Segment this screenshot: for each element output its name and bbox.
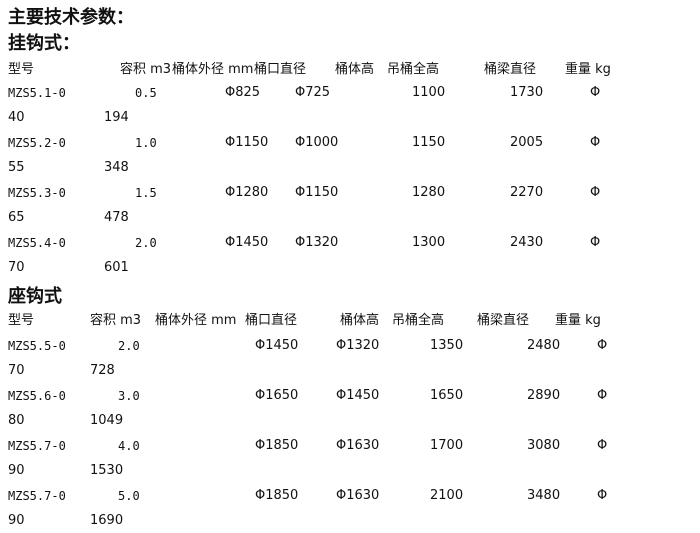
column-header: 桶梁直径 [484,62,537,77]
table-cell: Φ1850 [255,488,299,503]
table-cell: MZS5.6-0 [8,389,66,403]
column-header: 容积 m3 [90,313,142,328]
table-cell: Φ1650 [255,388,299,403]
table-cell: 601 [104,260,129,275]
column-header: 桶梁直径 [477,313,530,328]
table-cell: MZS5.5-0 [8,339,66,353]
table-cell: Φ [597,488,608,503]
table-cell: 1350 [430,338,464,353]
table-cell: 2100 [430,488,464,503]
table-cell: MZS5.1-0 [8,86,66,100]
table-cell: 80 [8,413,25,428]
table-cell: 90 [8,513,25,528]
table-cell: 0.5 [135,86,157,100]
table-cell: 70 [8,260,25,275]
column-header: 重量 kg [565,62,611,77]
table-cell: 5.0 [118,489,140,503]
table-cell: 1730 [510,85,544,100]
column-header: 型号 [8,62,35,77]
table-cell: 90 [8,463,25,478]
section-title: 座钩式 [8,286,62,307]
table-cell: 2430 [510,235,544,250]
table-cell: Φ [590,85,601,100]
table-cell: Φ1320 [295,235,339,250]
table-cell: Φ [590,135,601,150]
table-cell: MZS5.2-0 [8,136,66,150]
table-cell: Φ1000 [295,135,339,150]
table-cell: 2480 [527,338,561,353]
table-cell: Φ1320 [336,338,380,353]
table-cell: 4.0 [118,439,140,453]
table-cell: 2005 [510,135,544,150]
table-cell: 2.0 [118,339,140,353]
column-header: 桶体高 [340,313,380,328]
column-header: 桶体外径 mm [155,313,237,328]
column-header: 桶口直径 [254,62,307,77]
table-cell: 1280 [412,185,446,200]
table-cell: Φ1150 [295,185,339,200]
table-cell: Φ1630 [336,438,380,453]
table-cell: 65 [8,210,25,225]
table-cell: 1530 [90,463,124,478]
table-cell: 194 [104,110,129,125]
table-cell: 70 [8,363,25,378]
column-header: 桶口直径 [245,313,298,328]
table-cell: 1650 [430,388,464,403]
table-cell: 1150 [412,135,446,150]
table-cell: Φ [597,388,608,403]
table-cell: 3.0 [118,389,140,403]
table-cell: 2890 [527,388,561,403]
table-cell: Φ1150 [225,135,269,150]
table-cell: 2270 [510,185,544,200]
table-cell: 55 [8,160,25,175]
table-cell: Φ1450 [255,338,299,353]
table-cell: 478 [104,210,129,225]
table-cell: 728 [90,363,115,378]
table-cell: Φ1450 [336,388,380,403]
table-cell: Φ [597,438,608,453]
section-title: 挂钩式： [8,33,80,54]
table-cell: 1.5 [135,186,157,200]
table-cell: Φ1280 [225,185,269,200]
table-cell: 1300 [412,235,446,250]
table-cell: Φ1450 [225,235,269,250]
table-cell: 3080 [527,438,561,453]
table-cell: 348 [104,160,129,175]
column-header: 吊桶全高 [387,62,440,77]
table-cell: MZS5.4-0 [8,236,66,250]
table-cell: Φ1630 [336,488,380,503]
table-cell: Φ [590,235,601,250]
table-cell: 1.0 [135,136,157,150]
table-cell: Φ1850 [255,438,299,453]
table-cell: Φ725 [295,85,331,100]
column-header: 桶体高 [335,62,375,77]
table-cell: Φ [597,338,608,353]
column-header: 重量 kg [555,313,601,328]
column-header: 桶体外径 mm [172,62,254,77]
table-cell: 1700 [430,438,464,453]
table-cell: MZS5.3-0 [8,186,66,200]
table-cell: 40 [8,110,25,125]
table-cell: 3480 [527,488,561,503]
table-cell: Φ [590,185,601,200]
table-cell: Φ825 [225,85,261,100]
table-cell: 1049 [90,413,124,428]
table-cell: 1100 [412,85,446,100]
column-header: 吊桶全高 [392,313,445,328]
column-header: 型号 [8,313,35,328]
page-title: 主要技术参数： [8,7,134,28]
table-cell: 1690 [90,513,124,528]
column-header: 容积 m3 [120,62,172,77]
table-cell: 2.0 [135,236,157,250]
table-cell: MZS5.7-0 [8,489,66,503]
table-cell: MZS5.7-0 [8,439,66,453]
